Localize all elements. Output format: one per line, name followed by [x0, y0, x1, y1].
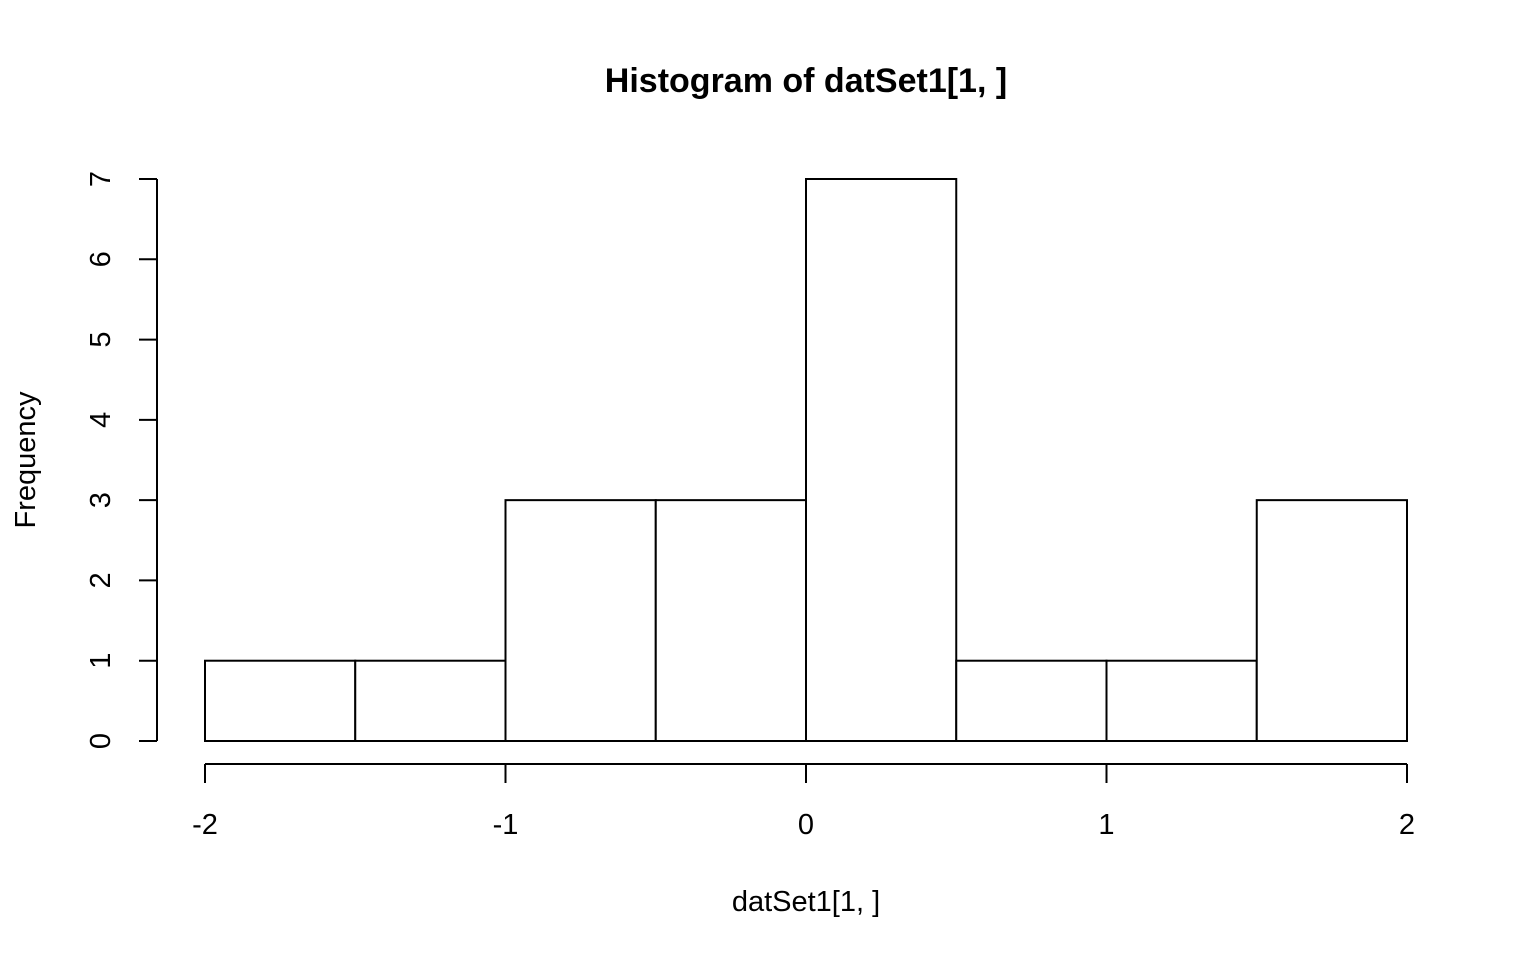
- x-tick-label: 1: [1098, 809, 1114, 841]
- y-tick-label: 3: [85, 492, 117, 508]
- x-tick-label: -1: [493, 809, 519, 841]
- y-tick-label: 7: [85, 171, 117, 187]
- histogram-bar: [1255, 499, 1408, 742]
- y-tick-label: 4: [85, 412, 117, 428]
- histogram-bar: [504, 499, 657, 742]
- y-tick-label: 6: [85, 251, 117, 267]
- y-tick-label: 5: [85, 332, 117, 348]
- x-tick-label: 0: [798, 809, 814, 841]
- bars-group: [204, 178, 1408, 743]
- y-axis-label: Frequency: [10, 391, 42, 529]
- y-tick-label: 1: [85, 653, 117, 669]
- y-tick-label: 0: [85, 733, 117, 749]
- histogram-bar: [204, 659, 357, 743]
- x-tick-label: 2: [1399, 809, 1415, 841]
- x-axis: -2 -1 0 1 2: [192, 763, 1415, 841]
- histogram-bar: [955, 659, 1108, 743]
- histogram-bar: [654, 499, 807, 742]
- x-axis-label: datSet1[1, ]: [732, 886, 880, 918]
- histogram-bar: [1105, 659, 1258, 743]
- x-tick-label: -2: [192, 809, 218, 841]
- y-tick-label: 2: [85, 572, 117, 588]
- chart-title: Histogram of datSet1[1, ]: [605, 62, 1007, 100]
- histogram-bar: [805, 178, 958, 742]
- histogram-bar: [354, 659, 507, 743]
- y-axis: 0 1 2 3 4 5 6 7: [85, 171, 158, 749]
